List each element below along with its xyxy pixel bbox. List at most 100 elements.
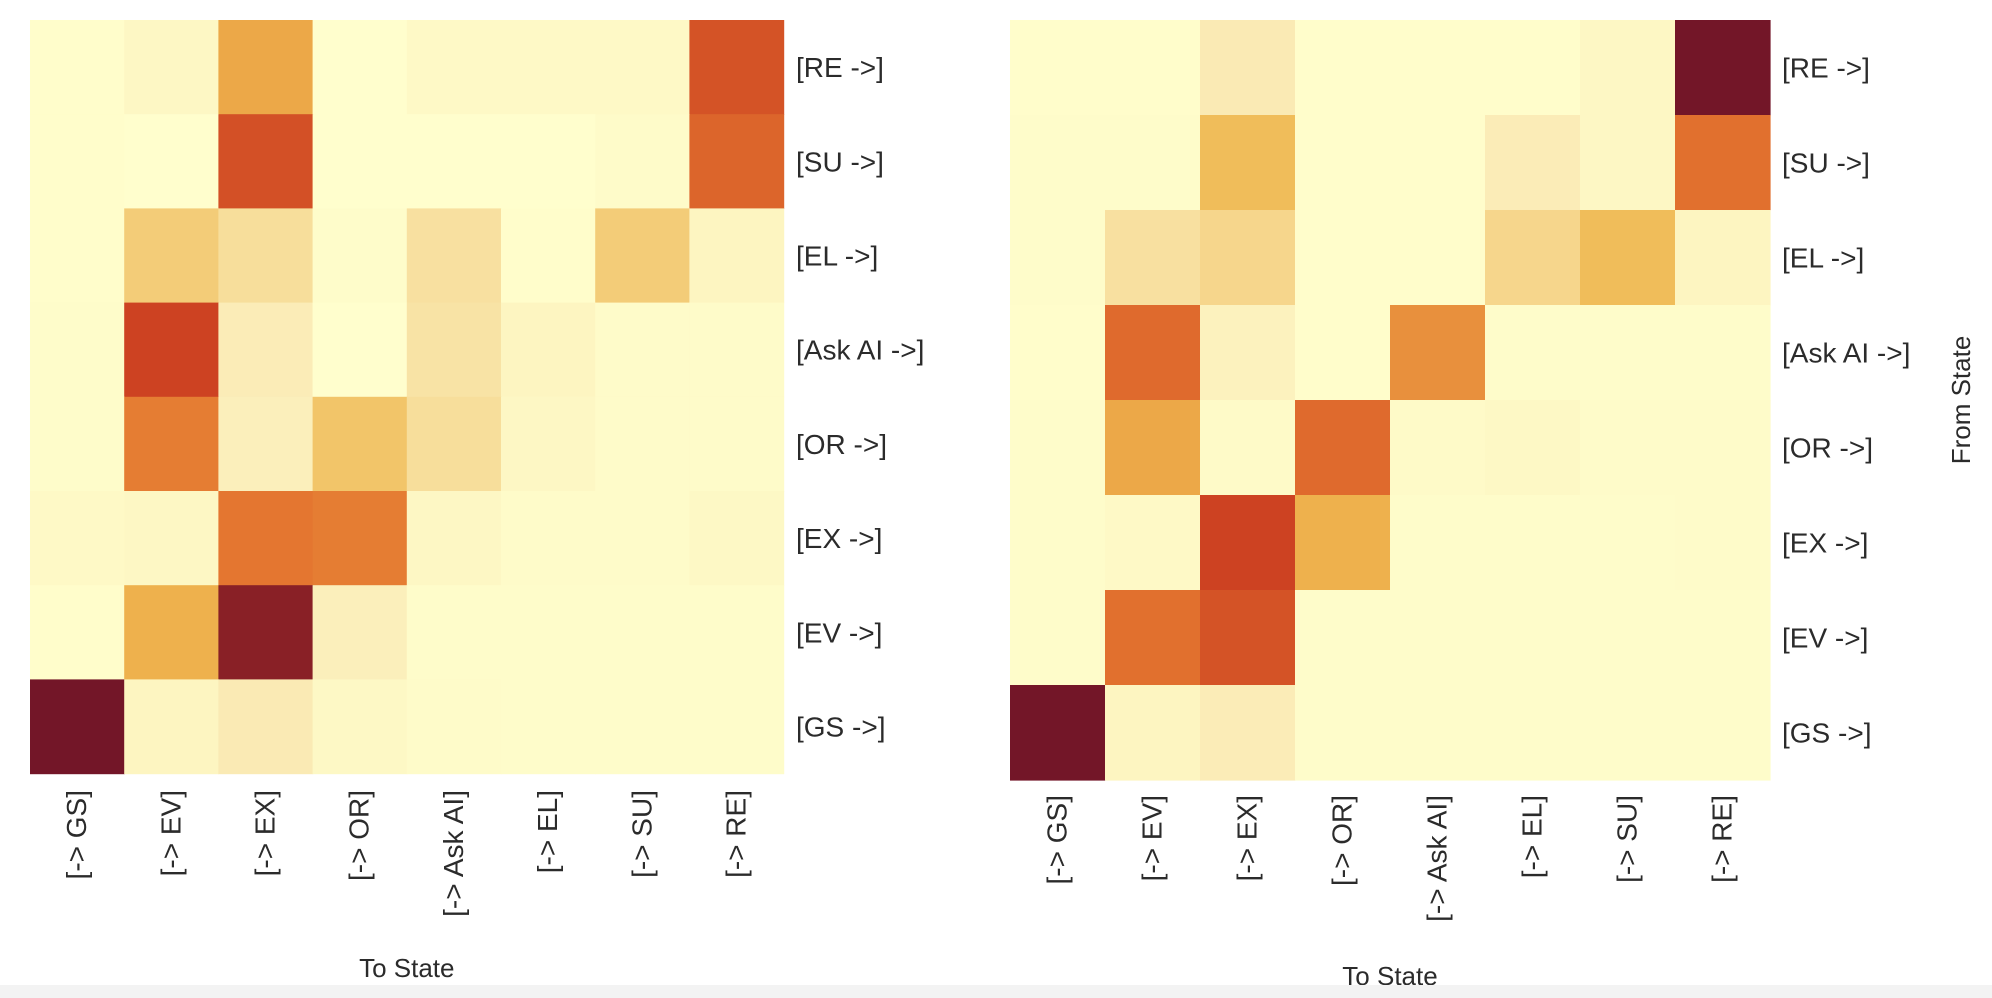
heatmap-cell	[1010, 590, 1106, 686]
heatmap-cell	[124, 208, 219, 304]
heatmap-cell	[1580, 685, 1676, 781]
heatmap-cell	[124, 114, 219, 209]
y-tick-label: [SU ->]	[796, 146, 884, 177]
heatmap-cell	[218, 114, 314, 209]
y-tick-label: [OR ->]	[796, 429, 887, 460]
heatmap-cell	[501, 585, 596, 680]
heatmap-cell	[1010, 20, 1106, 116]
heatmap-cell	[1485, 590, 1581, 686]
heatmap-cell	[1390, 495, 1486, 591]
heatmap-cell	[595, 491, 690, 586]
x-tick-label: [-> Ask AI]	[438, 790, 469, 917]
heatmap-cell	[218, 396, 314, 492]
heatmap-cell	[1295, 590, 1391, 686]
heatmap-cell	[595, 20, 690, 115]
heatmap-cell	[218, 302, 314, 398]
heatmap-cell	[1390, 115, 1486, 211]
y-axis-title: From State	[1946, 336, 1976, 465]
x-tick-label: [-> EX]	[1232, 795, 1263, 881]
heatmap-cell	[1675, 590, 1771, 686]
heatmap-cell	[689, 208, 785, 304]
heatmap-cell	[1675, 495, 1771, 591]
y-tick-label: [Ask AI ->]	[1782, 338, 1910, 369]
heatmap-cell	[595, 396, 690, 492]
heatmap-cell	[218, 208, 314, 304]
x-axis-title: To State	[359, 953, 454, 983]
heatmap-cell	[218, 20, 314, 115]
heatmap-cell	[689, 396, 785, 492]
heatmap-cell	[689, 302, 785, 398]
heatmap-cell	[1580, 590, 1676, 686]
heatmap-cell	[406, 114, 502, 209]
heatmap-cell	[689, 114, 785, 209]
bottom-divider-band	[0, 985, 1992, 998]
heatmap-cell	[1010, 305, 1106, 401]
y-tick-label: [RE ->]	[1782, 53, 1870, 84]
heatmap-cell	[312, 114, 408, 209]
heatmap-cell	[1010, 685, 1106, 781]
heatmap-cell	[1010, 115, 1106, 211]
heatmap-cell	[30, 491, 125, 586]
heatmap-cell	[1390, 685, 1486, 781]
heatmap-cell	[501, 208, 596, 304]
heatmap-cell	[124, 20, 219, 115]
heatmap-cell	[501, 491, 596, 586]
heatmap-cell	[1200, 115, 1296, 211]
heatmap-cell	[406, 679, 502, 775]
heatmap-cell	[1200, 685, 1296, 781]
heatmap-cell	[406, 491, 502, 586]
heatmap-cell	[312, 396, 408, 492]
heatmap-cell	[1105, 115, 1201, 211]
heatmap-cell	[1485, 400, 1581, 496]
heatmap-cell	[1200, 400, 1296, 496]
y-tick-label: [GS ->]	[1782, 718, 1871, 749]
heatmap-cell	[1200, 20, 1296, 116]
heatmap-cell	[1105, 20, 1201, 116]
heatmap-cell	[689, 585, 785, 680]
x-tick-label: [-> EV]	[1137, 795, 1168, 881]
heatmap-cell	[1675, 210, 1771, 306]
heatmap-cell	[312, 20, 408, 115]
y-tick-label: [OR ->]	[1782, 433, 1873, 464]
heatmap-cell	[1675, 115, 1771, 211]
heatmap-cell	[501, 20, 596, 115]
heatmap-cell	[30, 114, 125, 209]
heatmap-cell	[1105, 590, 1201, 686]
heatmap-cell	[1200, 305, 1296, 401]
heatmap-cell	[1485, 210, 1581, 306]
heatmap-cell	[1200, 590, 1296, 686]
heatmap-cell	[1580, 115, 1676, 211]
heatmap-cell	[1485, 305, 1581, 401]
heatmap-cell	[312, 585, 408, 680]
x-tick-label: [-> Ask AI]	[1422, 795, 1453, 922]
heatmap-cell	[1295, 115, 1391, 211]
y-tick-label: [EV ->]	[796, 617, 882, 648]
heatmap-cell	[1390, 590, 1486, 686]
heatmap-cell	[406, 20, 502, 115]
heatmap-cell	[595, 585, 690, 680]
x-tick-label: [-> EL]	[1517, 795, 1548, 878]
heatmap-cell	[501, 396, 596, 492]
heatmap-cell	[1295, 305, 1391, 401]
y-tick-label: [EX ->]	[796, 523, 882, 554]
heatmap-cell	[1390, 20, 1486, 116]
x-tick-label: [-> SU]	[1612, 795, 1643, 883]
x-tick-label: [-> GS]	[1042, 795, 1073, 884]
heatmap-cell	[501, 114, 596, 209]
heatmap-cell	[1200, 210, 1296, 306]
heatmap-cell	[1580, 400, 1676, 496]
heatmap-cell	[406, 396, 502, 492]
x-tick-label: [-> RE]	[1707, 795, 1738, 883]
x-tick-label: [-> EL]	[532, 790, 563, 873]
heatmap-cell	[1295, 685, 1391, 781]
heatmap-cell	[124, 585, 219, 680]
x-tick-label: [-> OR]	[1327, 795, 1358, 886]
heatmap-cell	[1010, 495, 1106, 591]
heatmap-cell	[1105, 400, 1201, 496]
heatmap-cell	[689, 491, 785, 586]
heatmap-cell	[312, 302, 408, 398]
heatmap-cell	[1105, 495, 1201, 591]
heatmap-cell	[1295, 400, 1391, 496]
y-tick-label: [EL ->]	[1782, 243, 1864, 274]
